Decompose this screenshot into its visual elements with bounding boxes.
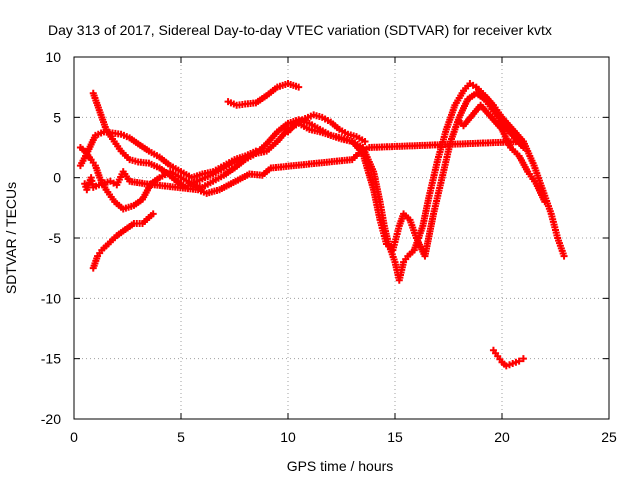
y-tick-label: -20: [41, 411, 61, 427]
series-track-2: [76, 89, 527, 260]
series-track-3: [89, 210, 157, 272]
y-tick-label: 5: [53, 109, 61, 125]
y-tick-label: -5: [49, 230, 62, 246]
data-points: [76, 80, 568, 370]
series-track-8: [489, 346, 527, 370]
chart-title: Day 313 of 2017, Sidereal Day-to-day VTE…: [48, 22, 552, 38]
x-tick-label: 20: [494, 429, 510, 445]
tick-labels: 0 5 10 15 20 25 -20 -15 -10 -5 0 5 10: [41, 49, 617, 445]
x-tick-label: 0: [70, 429, 78, 445]
data-point: [519, 137, 527, 145]
data-point: [295, 83, 303, 91]
y-tick-label: -15: [41, 351, 61, 367]
x-tick-label: 10: [280, 429, 296, 445]
series-track-7: [455, 101, 549, 206]
data-point: [361, 137, 369, 145]
grid: [74, 57, 609, 419]
series-track-5: [224, 80, 303, 109]
series-track-6: [284, 111, 369, 145]
data-point: [560, 252, 568, 260]
data-point: [252, 147, 260, 155]
axis-ticks: [73, 56, 610, 420]
data-point: [519, 144, 527, 151]
x-axis-label: GPS time / hours: [287, 458, 394, 474]
data-point: [519, 355, 527, 363]
y-axis-label: SDTVAR / TECUs: [3, 182, 19, 294]
x-tick-label: 25: [601, 429, 617, 445]
y-tick-label: 0: [53, 170, 61, 186]
data-point: [515, 357, 523, 365]
data-point: [541, 198, 549, 206]
x-tick-label: 15: [387, 429, 403, 445]
series-track-9: [81, 137, 527, 197]
y-tick-label: 10: [45, 49, 61, 65]
y-tick-label: -10: [41, 290, 61, 306]
data-point: [149, 210, 157, 218]
series-track-4: [76, 128, 260, 182]
x-tick-label: 5: [177, 429, 185, 445]
